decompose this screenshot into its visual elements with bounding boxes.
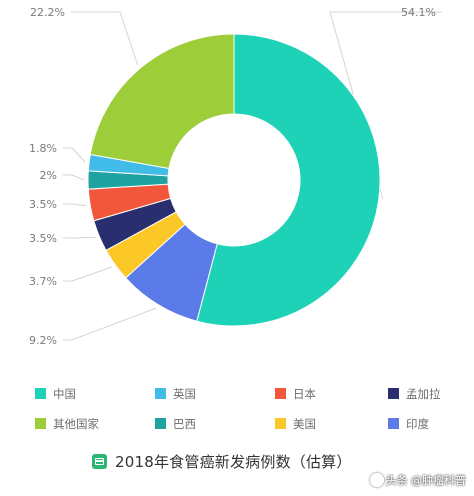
legend-item-1: 中国 xyxy=(35,387,76,401)
legend-swatch xyxy=(388,418,399,429)
legend-label: 其他国家 xyxy=(53,417,99,431)
donut-slice-1 xyxy=(196,33,381,327)
leader-line-8 xyxy=(71,11,139,66)
legend-label: 孟加拉 xyxy=(406,387,441,401)
value-label-1: 54.1% xyxy=(401,6,436,19)
legend-label: 美国 xyxy=(293,417,316,431)
leader-line-3 xyxy=(63,266,112,282)
legend-label: 巴西 xyxy=(173,417,196,431)
legend-item-2: 英国 xyxy=(155,387,196,401)
chart-caption: 2018年食管癌新发病例数（估算） xyxy=(92,451,352,472)
watermark: 头条 @肿瘤科普 xyxy=(369,472,467,488)
value-label-2: 9.2% xyxy=(29,334,57,347)
legend-swatch xyxy=(275,418,286,429)
legend-label: 日本 xyxy=(293,387,316,401)
legend-swatch xyxy=(35,418,46,429)
chart-caption-icon xyxy=(92,454,107,469)
leader-line-4 xyxy=(63,236,96,239)
chart-title: 2018年食管癌新发病例数（估算） xyxy=(115,453,352,471)
legend-swatch xyxy=(35,388,46,399)
value-label-4: 3.5% xyxy=(29,232,57,245)
donut-slice-8 xyxy=(89,33,235,170)
leader-line-7 xyxy=(63,147,86,163)
legend-label: 英国 xyxy=(173,387,196,401)
percent-labels: 54.1% 22.2% 9.2% 3.7% 3.5% 3.5% 2% 1.8% xyxy=(29,6,436,347)
donut-slices xyxy=(87,33,381,327)
leader-line-6 xyxy=(63,174,85,181)
legend-label: 印度 xyxy=(406,417,429,431)
watermark-text: 头条 @肿瘤科普 xyxy=(385,474,467,487)
legend-item-3: 日本 xyxy=(275,387,316,401)
legend-item-7: 美国 xyxy=(275,417,316,431)
legend-swatch xyxy=(155,418,166,429)
leader-line-5 xyxy=(63,203,87,207)
leader-line-2 xyxy=(63,307,157,341)
value-label-3: 3.7% xyxy=(29,275,57,288)
legend-item-5: 其他国家 xyxy=(35,417,99,431)
value-label-6: 2% xyxy=(40,169,57,182)
legend-label: 中国 xyxy=(53,387,76,401)
watermark-logo-icon xyxy=(369,473,384,487)
legend-swatch xyxy=(155,388,166,399)
legend-item-4: 孟加拉 xyxy=(388,387,441,401)
value-label-7: 1.8% xyxy=(29,142,57,155)
legend-item-8: 印度 xyxy=(388,417,429,431)
legend-swatch xyxy=(388,388,399,399)
value-label-5: 3.5% xyxy=(29,198,57,211)
legend-item-6: 巴西 xyxy=(155,417,196,431)
value-label-8: 22.2% xyxy=(30,6,65,19)
legend-swatch xyxy=(275,388,286,399)
